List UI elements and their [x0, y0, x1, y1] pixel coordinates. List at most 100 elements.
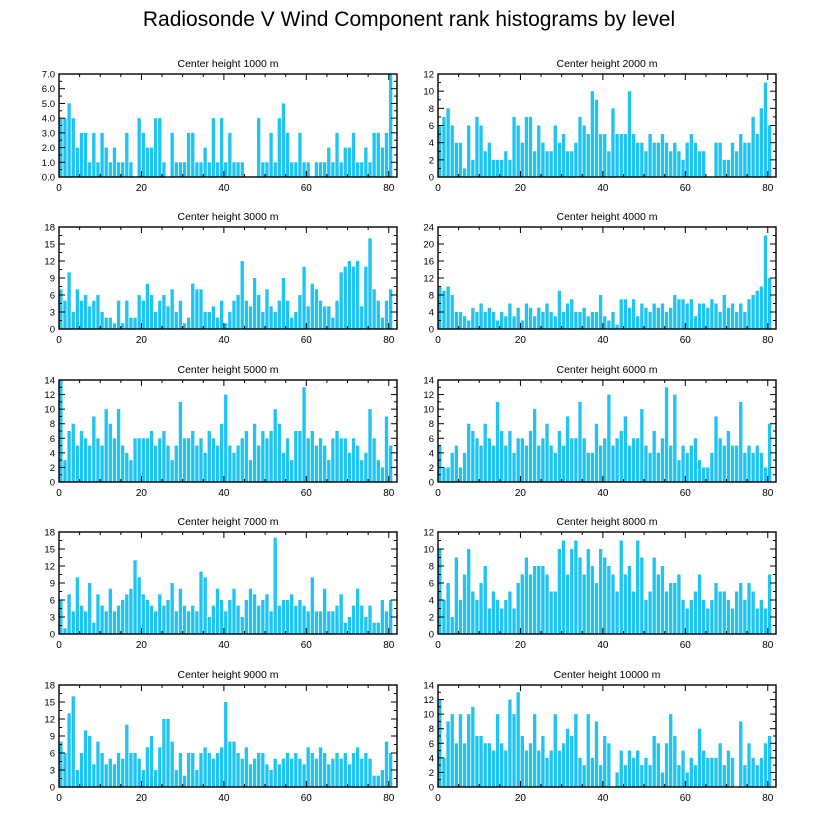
y-tick-label: 12	[423, 528, 434, 539]
histogram-bar	[162, 431, 166, 482]
histogram-bar	[471, 307, 475, 329]
histogram-bar	[347, 452, 352, 482]
histogram-bar	[129, 460, 133, 482]
histogram-bar	[186, 438, 191, 482]
histogram-bar	[586, 452, 590, 482]
histogram-bar	[380, 770, 385, 787]
histogram-bar	[528, 307, 533, 329]
y-tick-label: 2.0	[42, 143, 55, 154]
y-tick-label: 6	[50, 596, 55, 607]
histogram-bar	[343, 147, 347, 177]
histogram-bar	[487, 608, 491, 634]
histogram-bar	[528, 743, 533, 787]
histogram-bar	[730, 608, 735, 634]
histogram-panel-1: 0 20 40 60 80 0.0 1.0 2.0 3.0 4.0 5.0 6.0 7.0 Center …	[42, 58, 398, 194]
histogram-bar	[318, 300, 323, 329]
histogram-bar	[450, 452, 454, 482]
histogram-bar	[697, 460, 702, 482]
histogram-bar	[615, 438, 619, 482]
histogram-bar	[652, 303, 656, 329]
histogram-bar	[627, 91, 632, 177]
histogram-bar	[640, 557, 644, 634]
histogram-bar	[652, 736, 656, 787]
x-tick-label: 0	[435, 640, 441, 651]
histogram-bar	[689, 134, 693, 177]
histogram-bar	[108, 588, 112, 634]
histogram-bar	[467, 549, 471, 634]
histogram-bar	[199, 289, 203, 329]
histogram-bar	[516, 583, 520, 634]
histogram-bar	[718, 438, 722, 482]
histogram-bar	[759, 452, 764, 482]
histogram-bar	[636, 316, 640, 329]
histogram-bar	[512, 116, 516, 177]
histogram-bar	[203, 452, 207, 482]
histogram-bar	[376, 132, 380, 177]
y-tick-label: 6	[50, 291, 55, 302]
histogram-bar	[528, 116, 533, 177]
histogram-bar	[186, 753, 191, 787]
histogram-bar	[108, 317, 112, 329]
histogram-bar	[96, 594, 100, 634]
histogram-bar	[154, 770, 158, 787]
histogram-bar	[640, 765, 644, 787]
histogram-bar	[108, 162, 112, 177]
histogram-bar	[475, 600, 479, 634]
histogram-bar	[125, 300, 129, 329]
histogram-bar	[71, 312, 75, 329]
histogram-bar	[743, 312, 747, 329]
histogram-bar	[335, 300, 339, 329]
histogram-bar	[331, 317, 335, 329]
histogram-bar	[277, 764, 281, 787]
x-tick-label: 80	[762, 640, 774, 651]
histogram-bar	[648, 452, 652, 482]
histogram-bar	[636, 750, 640, 787]
histogram-bar	[347, 764, 352, 787]
y-tick-label: 8	[429, 104, 434, 115]
histogram-bar	[553, 714, 557, 787]
y-tick-label: 5.0	[42, 99, 55, 110]
histogram-bar	[759, 600, 764, 634]
histogram-bar	[578, 557, 582, 634]
histogram-bar	[178, 588, 183, 634]
histogram-bar	[96, 741, 100, 787]
histogram-bar	[112, 323, 117, 329]
histogram-bar	[710, 452, 714, 482]
histogram-bar	[504, 445, 508, 482]
histogram-bar	[615, 772, 619, 787]
histogram-bar	[149, 736, 154, 787]
histogram-bar	[178, 753, 183, 787]
histogram-bar	[92, 416, 96, 482]
panel-title: Center height 6000 m	[557, 364, 658, 376]
histogram-bar	[504, 316, 508, 329]
histogram-bar	[578, 757, 582, 787]
histogram-bar	[458, 714, 463, 787]
histogram-bar	[739, 303, 743, 329]
histogram-bar	[323, 306, 327, 329]
histogram-bar	[100, 605, 104, 634]
histogram-panel-3: 0 20 40 60 80 0 3 6 9 12 15 18 Center height 3000 m	[44, 211, 398, 346]
histogram-bar	[244, 431, 249, 482]
histogram-bar	[71, 118, 75, 177]
histogram-bar	[669, 583, 673, 634]
histogram-bar	[137, 295, 141, 329]
histogram-bar	[195, 162, 199, 177]
histogram-bar	[298, 758, 302, 787]
histogram-bar	[586, 549, 590, 634]
panel-title: Center height 3000 m	[178, 211, 279, 223]
x-tick-label: 80	[383, 640, 395, 651]
histogram-bar	[141, 594, 145, 634]
histogram-bar	[339, 758, 343, 787]
histogram-bar	[83, 730, 88, 787]
histogram-bar	[693, 316, 698, 329]
y-tick-label: 4	[429, 448, 434, 459]
histogram-bar	[656, 452, 660, 482]
histogram-bar	[739, 721, 743, 787]
histogram-bar	[137, 758, 141, 787]
histogram-bar	[195, 770, 199, 787]
histogram-bar	[240, 438, 244, 482]
histogram-bar	[343, 266, 347, 329]
y-tick-label: 0	[429, 783, 434, 794]
histogram-bar	[471, 431, 475, 482]
